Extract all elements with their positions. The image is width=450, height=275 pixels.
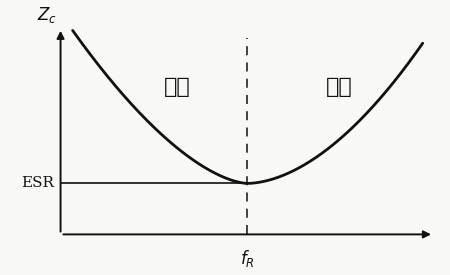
Text: $f_R$: $f_R$ — [240, 248, 255, 270]
Text: ESR: ESR — [21, 177, 54, 190]
Text: 感性: 感性 — [326, 76, 353, 97]
Text: $Z_c$: $Z_c$ — [37, 6, 57, 25]
Text: 容性: 容性 — [164, 76, 191, 97]
